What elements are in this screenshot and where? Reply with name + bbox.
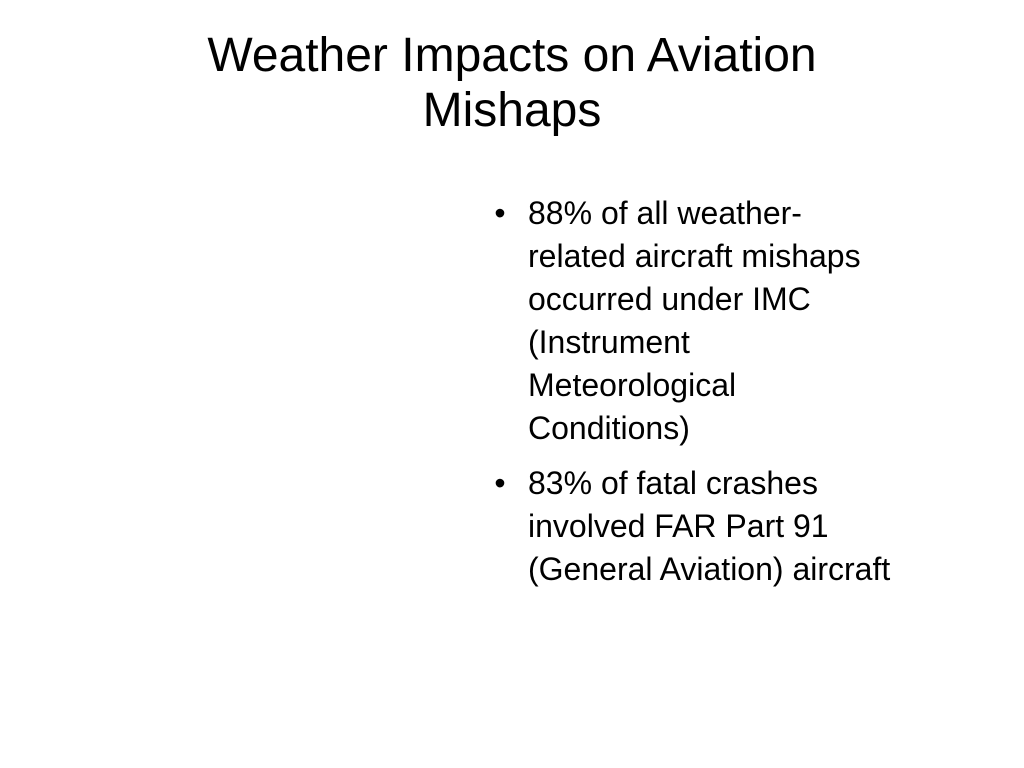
bullet-text-line: occurred under IMC [528,281,811,317]
bullet-item: • 83% of fatal crashes involved FAR Part… [488,462,1008,591]
bullet-icon: • [494,195,506,231]
bullet-text-line: 88% of all weather- [528,195,802,231]
slide-title-line: Mishaps [422,84,602,137]
bullet-text-line: Meteorological [528,367,737,403]
bullet-text-line: related aircraft mishaps [528,238,861,274]
bullet-text-line: Conditions) [528,410,690,446]
bullet-text-line: 83% of fatal crashes [528,465,818,501]
bullet-text: 88% of all weather- related aircraft mis… [528,192,1008,450]
bullet-text-line: (General Aviation) aircraft [528,551,891,587]
bullet-list: • 88% of all weather- related aircraft m… [488,192,1008,603]
bullet-text-line: involved FAR Part 91 [528,508,829,544]
slide-title-line: Weather Impacts on Aviation [207,29,817,82]
bullet-text-line: (Instrument [528,324,690,360]
bullet-icon: • [494,465,506,501]
bullet-item: • 88% of all weather- related aircraft m… [488,192,1008,450]
bullet-text: 83% of fatal crashes involved FAR Part 9… [528,462,1008,591]
slide-title: Weather Impacts on Aviation Mishaps [80,28,944,138]
